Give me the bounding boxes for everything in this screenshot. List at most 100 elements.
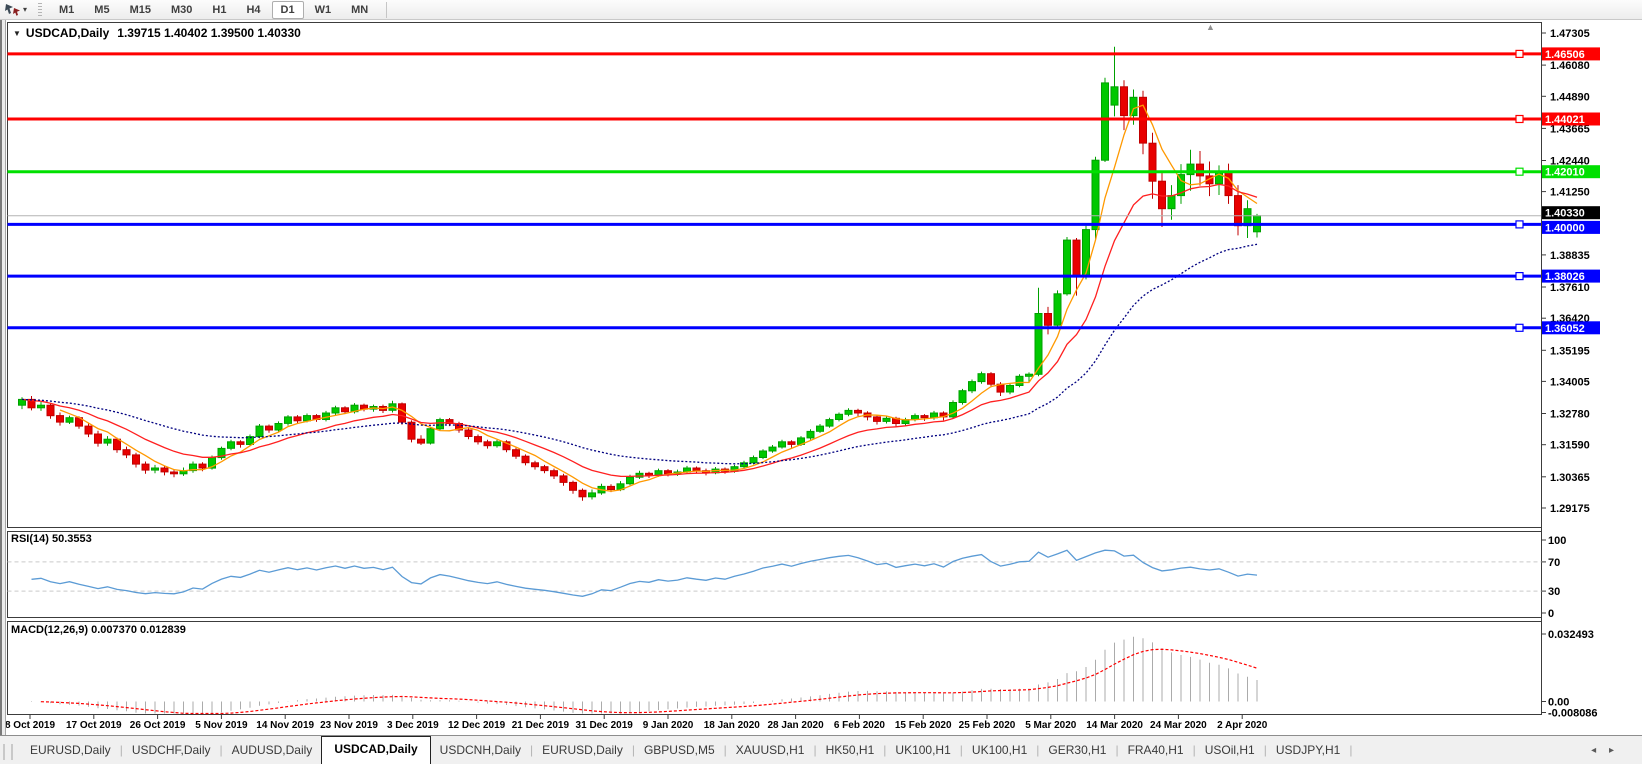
tab-usdchf-daily[interactable]: USDCHF,Daily — [131, 743, 211, 757]
tab-separator: | — [219, 743, 223, 757]
tab-usoil-h1[interactable]: USOil,H1 — [1204, 743, 1255, 757]
svg-text:1.31590: 1.31590 — [1550, 440, 1590, 452]
tab-fra40-h1[interactable]: FRA40,H1 — [1127, 743, 1184, 757]
svg-text:28 Jan 2020: 28 Jan 2020 — [768, 720, 825, 731]
horizontal-lines[interactable] — [7, 49, 1542, 332]
svg-text:17 Oct 2019: 17 Oct 2019 — [66, 720, 122, 731]
svg-text:6 Feb 2020: 6 Feb 2020 — [834, 720, 886, 731]
svg-text:30: 30 — [1548, 586, 1560, 598]
tab-eurusd-daily[interactable]: EURUSD,Daily — [542, 743, 623, 757]
tabbar-grip[interactable] — [3, 744, 13, 760]
tab-separator: | — [631, 743, 635, 757]
svg-text:-0.008086: -0.008086 — [1548, 708, 1598, 720]
svg-text:0.032493: 0.032493 — [1548, 629, 1594, 641]
symbol-period-label: USDCAD,Daily — [25, 26, 110, 40]
cursor-tool-icon[interactable] — [4, 2, 22, 17]
toolbar-divider — [386, 1, 388, 18]
tab-scroll-left-icon[interactable]: ◂ — [1591, 745, 1597, 756]
svg-text:9 Jan 2020: 9 Jan 2020 — [643, 720, 694, 731]
timeframe-button-m5[interactable]: M5 — [94, 3, 110, 16]
svg-text:14 Mar 2020: 14 Mar 2020 — [1086, 720, 1143, 731]
svg-text:1.38835: 1.38835 — [1550, 250, 1590, 262]
tab-separator: | — [723, 743, 727, 757]
svg-text:21 Dec 2019: 21 Dec 2019 — [512, 720, 570, 731]
svg-text:8 Oct 2019: 8 Oct 2019 — [5, 720, 55, 731]
rsi-pane: 100 70 30 0 — [7, 535, 1566, 620]
price-axis[interactable]: 1.47305 1.46080 1.44890 1.43665 1.42440 1.412… — [1541, 22, 1601, 715]
tab-separator: | — [883, 743, 887, 757]
svg-text:25 Feb 2020: 25 Feb 2020 — [959, 720, 1016, 731]
toolbar-grip[interactable] — [38, 2, 43, 17]
tab-usdcnh-daily[interactable]: USDCNH,Daily — [439, 743, 522, 757]
svg-text:1.44021: 1.44021 — [1545, 114, 1585, 126]
tab-separator: | — [1263, 743, 1267, 757]
timeframe-button-m15[interactable]: M15 — [129, 3, 151, 16]
svg-text:0.00: 0.00 — [1548, 697, 1569, 709]
tab-separator: | — [1115, 743, 1119, 757]
chevron-down-icon[interactable]: ▾ — [23, 5, 28, 14]
scroll-up-icon: ▲ — [1206, 22, 1215, 32]
tab-uk100-h1[interactable]: UK100,H1 — [971, 743, 1028, 757]
macd-pane: 0.032493 0.00-0.008086 — [31, 629, 1598, 720]
svg-text:1.37610: 1.37610 — [1550, 282, 1590, 294]
chart-title: ▼ USDCAD,Daily 1.39715 1.40402 1.39500 1.4… — [13, 26, 301, 40]
svg-text:1.29175: 1.29175 — [1550, 503, 1590, 515]
svg-text:1.41250: 1.41250 — [1550, 187, 1590, 199]
tab-separator: | — [1036, 743, 1040, 757]
tab-xauusd-h1[interactable]: XAUUSD,H1 — [735, 743, 805, 757]
tab-audusd-daily[interactable]: AUDUSD,Daily — [231, 743, 313, 757]
svg-text:5 Mar 2020: 5 Mar 2020 — [1025, 720, 1077, 731]
tab-usdjpy-h1[interactable]: USDJPY,H1 — [1275, 743, 1341, 757]
timeframe-toolbar: ▾ M1 M5 M15 M30 H1 H4 D1 W1 MN — [0, 0, 1642, 20]
tab-eurusd-daily[interactable]: EURUSD,Daily — [30, 743, 111, 757]
svg-text:1.30365: 1.30365 — [1550, 472, 1590, 484]
timeframe-buttons: M1 M5 M15 M30 H1 H4 D1 W1 MN — [49, 0, 378, 19]
svg-text:1.46080: 1.46080 — [1550, 60, 1590, 72]
tab-separator: | — [959, 743, 963, 757]
timeframe-button-m1[interactable]: M1 — [59, 3, 75, 16]
candlesticks — [18, 46, 1261, 501]
svg-text:1.34005: 1.34005 — [1550, 376, 1590, 388]
svg-text:24 Mar 2020: 24 Mar 2020 — [1150, 720, 1207, 731]
svg-text:1.35195: 1.35195 — [1550, 345, 1590, 357]
svg-text:1.36052: 1.36052 — [1545, 323, 1585, 335]
svg-text:1.38026: 1.38026 — [1545, 271, 1585, 283]
tab-ger30-h1[interactable]: GER30,H1 — [1048, 743, 1107, 757]
tab-separator: | — [1192, 743, 1196, 757]
pane-borders — [7, 22, 1542, 715]
timeframe-button-h4[interactable]: H4 — [246, 3, 261, 16]
tab-separator: | — [119, 743, 123, 757]
svg-text:1.47305: 1.47305 — [1550, 28, 1590, 40]
svg-text:1.40330: 1.40330 — [1545, 208, 1585, 220]
svg-text:2 Apr 2020: 2 Apr 2020 — [1217, 720, 1268, 731]
svg-text:3 Dec 2019: 3 Dec 2019 — [387, 720, 439, 731]
ohlc-values: 1.39715 1.40402 1.39500 1.40330 — [117, 26, 301, 40]
svg-text:1.46506: 1.46506 — [1545, 49, 1585, 61]
timeframe-button-mn[interactable]: MN — [351, 3, 369, 16]
svg-text:18 Jan 2020: 18 Jan 2020 — [704, 720, 761, 731]
symbol-dropdown-icon[interactable]: ▼ — [13, 29, 21, 38]
rsi-indicator-label: RSI(14) 50.3553 — [11, 533, 92, 545]
tab-scroll-right-icon[interactable]: ▸ — [1608, 745, 1614, 756]
tab-uk100-h1[interactable]: UK100,H1 — [895, 743, 951, 757]
svg-text:23 Nov 2019: 23 Nov 2019 — [320, 720, 378, 731]
time-axis[interactable]: 8 Oct 2019 17 Oct 2019 26 Oct 2019 5 Nov 20… — [5, 714, 1268, 732]
tab-separator: | — [530, 743, 534, 757]
tab-gbpusd-m5[interactable]: GBPUSD,M5 — [643, 743, 715, 757]
window-left-border — [0, 20, 6, 735]
timeframe-button-w1[interactable]: W1 — [314, 3, 332, 16]
svg-text:5 Nov 2019: 5 Nov 2019 — [195, 720, 248, 731]
svg-text:1.32780: 1.32780 — [1550, 409, 1590, 421]
svg-text:1.40000: 1.40000 — [1545, 222, 1585, 234]
tab-hk50-h1[interactable]: HK50,H1 — [825, 743, 875, 757]
moving-averages — [21, 104, 1258, 492]
tab-usdcad-daily[interactable]: USDCAD,Daily — [321, 736, 431, 764]
timeframe-button-d1[interactable]: D1 — [271, 0, 304, 19]
timeframe-button-h1[interactable]: H1 — [212, 3, 227, 16]
timeframe-button-m30[interactable]: M30 — [170, 3, 193, 16]
svg-text:0: 0 — [1548, 608, 1554, 620]
svg-text:1.43665: 1.43665 — [1550, 123, 1590, 135]
svg-text:1.42440: 1.42440 — [1550, 155, 1590, 167]
svg-text:26 Oct 2019: 26 Oct 2019 — [130, 720, 186, 731]
